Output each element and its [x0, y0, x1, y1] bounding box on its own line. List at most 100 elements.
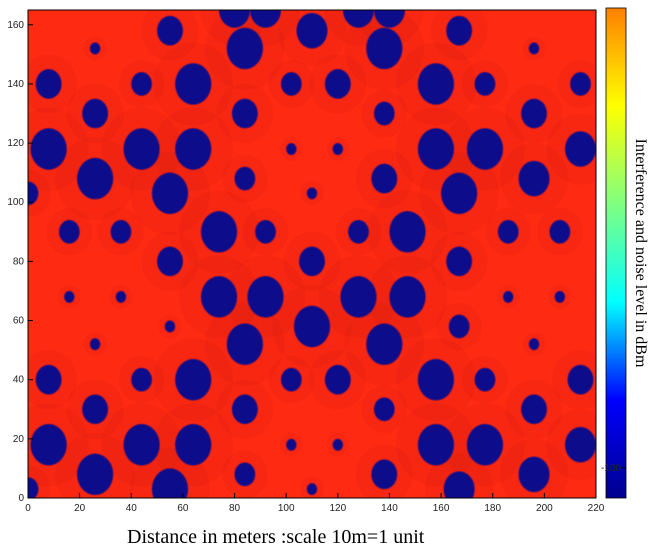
x-tick-label-10: 200	[536, 503, 553, 514]
low-level-region-41	[281, 72, 302, 96]
low-level-region-85	[521, 394, 547, 425]
low-level-region-18	[131, 367, 152, 392]
low-level-region-3	[30, 424, 67, 466]
low-level-region-25	[175, 63, 212, 105]
y-tick-label-6: 120	[7, 138, 24, 149]
y-tick-label-3: 60	[13, 316, 25, 327]
low-level-region-61	[366, 323, 403, 365]
heatmap-figure: 0 20 40 60 80 100 120 140 160 180 200 220 0 20 40 60 80 1…	[7, 7, 649, 514]
y-tick-label-1: 20	[13, 434, 25, 445]
x-tick-label-7: 140	[381, 503, 398, 514]
y-tick-label-2: 40	[13, 375, 25, 386]
low-level-region-14	[110, 219, 132, 244]
low-level-region-70	[446, 15, 473, 46]
low-level-region-35	[226, 323, 263, 365]
low-level-region-63	[371, 459, 398, 490]
low-level-region-20	[157, 15, 183, 46]
low-level-region-44	[286, 438, 297, 451]
low-level-region-66	[417, 63, 454, 105]
low-level-region-65	[389, 276, 426, 318]
region-halo-4	[28, 169, 51, 218]
low-level-region-23	[164, 320, 176, 333]
colorbar-gradient	[605, 7, 627, 499]
low-level-region-34	[234, 166, 256, 191]
low-level-regions	[28, 10, 596, 498]
low-level-region-92	[565, 427, 596, 463]
low-level-region-22	[157, 246, 183, 277]
low-level-region-37	[234, 462, 256, 487]
low-level-region-78	[466, 424, 504, 466]
low-level-region-47	[299, 246, 325, 277]
low-level-region-69	[417, 424, 454, 466]
low-level-region-15	[115, 290, 127, 303]
low-level-region-67	[417, 128, 454, 170]
low-level-region-16	[131, 72, 152, 96]
y-tick-label-5: 100	[7, 197, 24, 208]
low-level-region-27	[175, 358, 212, 401]
low-level-region-39	[255, 219, 276, 244]
low-level-region-56	[340, 276, 377, 318]
x-tick-label-4: 80	[229, 503, 241, 514]
x-tick-label-6: 120	[329, 503, 346, 514]
x-tick-label-11: 220	[588, 503, 605, 514]
colorbar-tick-label-0: -100	[601, 463, 621, 474]
low-level-region-40	[247, 276, 284, 318]
low-level-region-72	[446, 246, 473, 277]
low-level-region-32	[226, 27, 263, 70]
x-tick-label-1: 20	[74, 503, 86, 514]
low-level-region-43	[281, 367, 302, 392]
low-level-region-9	[89, 338, 101, 351]
low-level-region-87	[549, 219, 571, 244]
low-level-region-57	[373, 10, 405, 28]
low-level-region-8	[77, 157, 114, 200]
low-level-region-13	[64, 290, 75, 303]
low-level-region-52	[324, 364, 351, 395]
low-level-region-84	[528, 338, 540, 351]
low-level-region-48	[293, 305, 331, 348]
y-tick-label-0: 0	[18, 493, 24, 504]
plot-frame	[27, 9, 597, 499]
low-level-region-26	[175, 128, 212, 170]
low-level-region-82	[521, 98, 547, 129]
low-level-region-91	[567, 364, 594, 395]
x-axis-label: Distance in meters :scale 10m=1 unit	[127, 526, 425, 548]
low-level-region-88	[554, 290, 566, 303]
low-level-region-74	[443, 471, 475, 498]
low-level-region-45	[296, 12, 328, 49]
low-level-region-11	[77, 453, 114, 496]
colorbar-label: Interference and noise level in dBm	[632, 139, 649, 368]
x-tick-label-2: 40	[126, 503, 138, 514]
low-level-region-75	[474, 72, 496, 96]
low-level-region-33	[231, 98, 258, 129]
low-level-region-59	[373, 101, 395, 126]
low-level-region-51	[332, 143, 343, 155]
y-tick-label-8: 160	[7, 20, 24, 31]
x-tick-label-9: 180	[484, 503, 501, 514]
low-level-region-60	[371, 163, 398, 194]
low-level-region-31	[219, 10, 251, 28]
low-level-region-10	[82, 394, 109, 425]
low-level-region-1	[35, 69, 62, 99]
low-level-region-49	[306, 483, 318, 496]
low-level-region-17	[123, 128, 160, 170]
low-level-region-0	[30, 128, 67, 170]
low-level-region-80	[503, 290, 514, 303]
low-level-region-68	[417, 358, 454, 401]
low-level-region-62	[373, 397, 395, 422]
low-level-region-29	[200, 211, 238, 253]
low-level-region-6	[89, 42, 101, 55]
low-level-region-64	[389, 211, 426, 253]
low-level-region-54	[342, 10, 374, 28]
low-level-region-2	[35, 364, 62, 395]
low-level-region-7	[82, 98, 109, 129]
low-level-region-28	[175, 424, 212, 466]
low-level-region-90	[565, 131, 596, 167]
low-level-region-46	[306, 187, 318, 200]
low-level-region-36	[231, 394, 258, 425]
x-tick-label-3: 60	[177, 503, 189, 514]
low-level-region-79	[497, 219, 519, 244]
y-tick-label-7: 140	[7, 79, 24, 90]
low-level-region-5	[28, 477, 39, 498]
low-level-region-73	[448, 314, 470, 339]
low-level-region-12	[58, 219, 80, 244]
